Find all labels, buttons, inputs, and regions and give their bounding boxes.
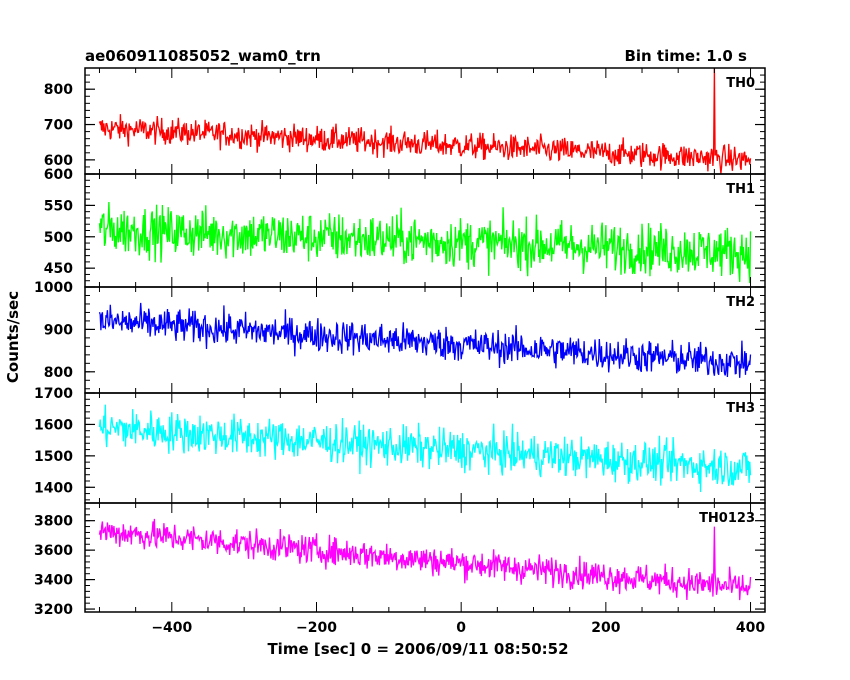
y-tick-label: 3800 bbox=[34, 514, 73, 530]
x-axis-label: Time [sec] 0 = 2006/09/11 08:50:52 bbox=[267, 640, 568, 658]
series-line-th2 bbox=[98, 302, 752, 378]
y-tick-label: 1700 bbox=[34, 386, 73, 402]
panel-label: TH3 bbox=[726, 401, 755, 416]
x-tick-label: 0 bbox=[456, 620, 466, 636]
panel-th2: 800 900 1000 TH2 bbox=[34, 280, 766, 394]
x-tick-label: −400 bbox=[151, 620, 192, 636]
x-tick-label: 200 bbox=[591, 620, 620, 636]
panel-th0: 600 700 800 TH0 bbox=[44, 67, 766, 175]
y-tick-label: 3200 bbox=[34, 602, 73, 618]
y-tick-label: 600 bbox=[44, 167, 73, 183]
y-tick-label: 3400 bbox=[34, 573, 73, 589]
panel-frame bbox=[84, 67, 766, 175]
series-line-th0123 bbox=[98, 518, 752, 601]
y-tick-label: 1000 bbox=[34, 280, 73, 296]
panel-th0123: 3200 3400 3600 3800 TH0123 bbox=[34, 502, 766, 618]
panel-th3: 1400 1500 1600 1700 TH3 bbox=[34, 386, 766, 504]
y-tick-label: 450 bbox=[44, 261, 73, 277]
y-axis-label: Counts/sec bbox=[4, 291, 22, 383]
panel-th1: 450 500 550 600 TH1 bbox=[44, 167, 766, 288]
chart-title: ae060911085052_wam0_trn bbox=[85, 47, 321, 65]
y-tick-label: 800 bbox=[44, 82, 73, 98]
y-tick-label: 3600 bbox=[34, 543, 73, 559]
x-axis: −400 −200 0 200 400 bbox=[151, 620, 765, 636]
panel-label: TH0123 bbox=[699, 511, 755, 526]
y-tick-label: 1400 bbox=[34, 480, 73, 496]
panel-label: TH2 bbox=[726, 295, 755, 310]
y-tick-label: 1500 bbox=[34, 449, 73, 465]
y-tick-label: 900 bbox=[44, 322, 73, 338]
series-line-th0 bbox=[98, 68, 752, 174]
y-tick-label: 700 bbox=[44, 118, 73, 134]
panels: 600 700 800 TH0 450 500 550 600 TH1 800 900 1000 TH2… bbox=[34, 67, 766, 618]
bin-time-label: Bin time: 1.0 s bbox=[624, 47, 747, 65]
panel-label: TH1 bbox=[726, 182, 755, 197]
series-line-th3 bbox=[98, 404, 752, 493]
y-tick-label: 800 bbox=[44, 365, 73, 381]
y-tick-label: 1600 bbox=[34, 417, 73, 433]
x-tick-label: −200 bbox=[296, 620, 337, 636]
y-tick-label: 500 bbox=[44, 230, 73, 246]
series-line-th1 bbox=[98, 201, 752, 284]
panel-label: TH0 bbox=[726, 76, 755, 91]
y-tick-label: 550 bbox=[44, 198, 73, 214]
y-tick-label: 600 bbox=[44, 153, 73, 169]
x-tick-label: 400 bbox=[736, 620, 765, 636]
